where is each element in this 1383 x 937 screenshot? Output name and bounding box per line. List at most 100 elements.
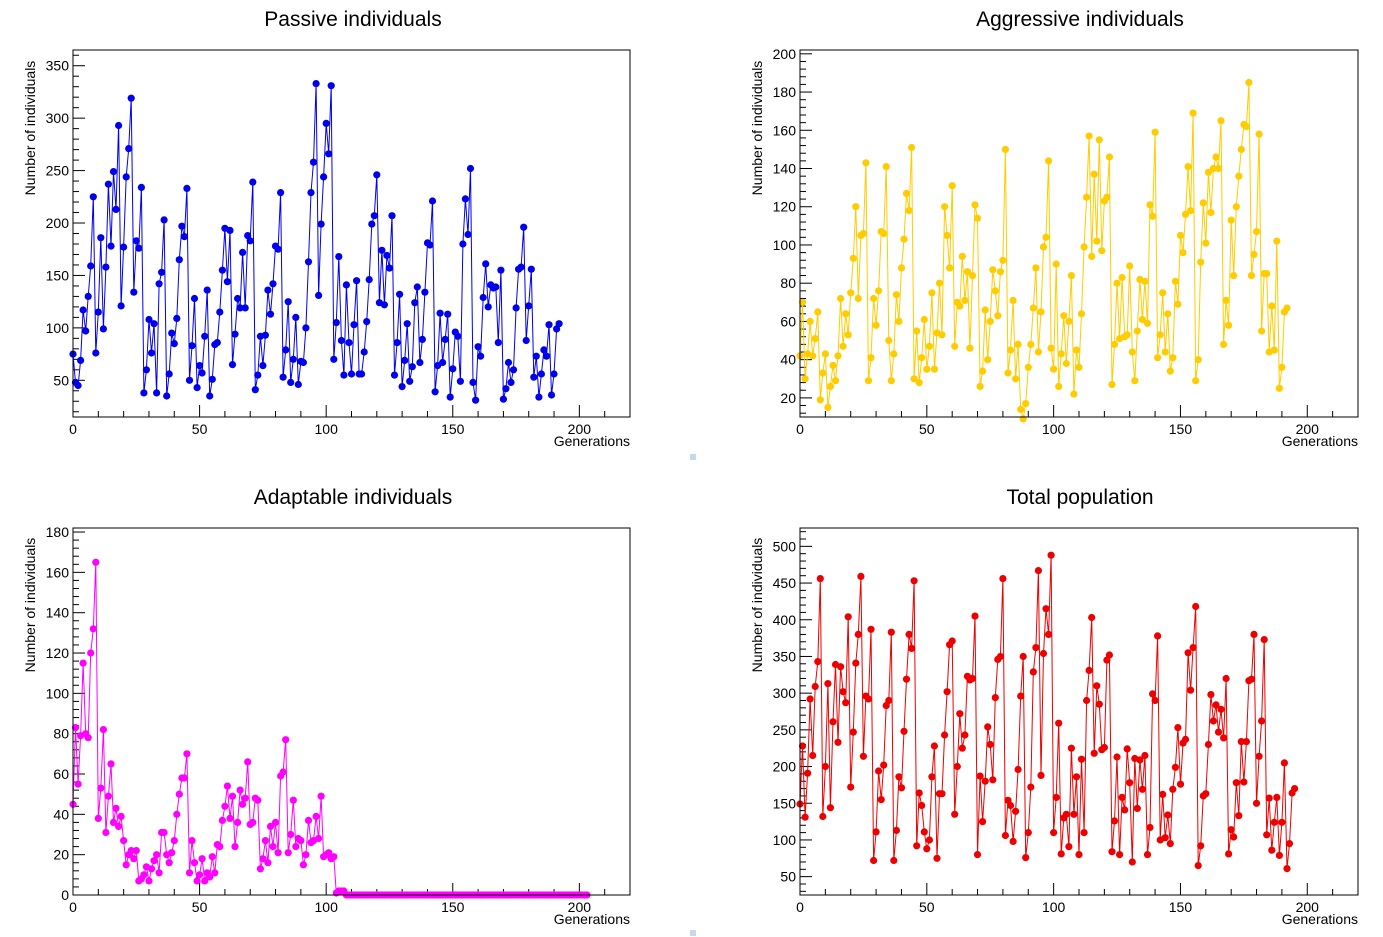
aggressive-data-point	[872, 321, 880, 329]
aggressive-data-point	[1090, 170, 1098, 178]
adaptable-data-point	[175, 790, 183, 798]
passive-data-point	[284, 298, 292, 306]
divider-marker-top	[690, 454, 696, 460]
total-data-point	[1047, 551, 1055, 559]
aggressive-data-point	[915, 379, 923, 387]
aggressive-data-point	[839, 342, 847, 350]
aggressive-data-point	[1169, 354, 1177, 362]
passive-data-point	[527, 265, 535, 273]
passive-data-point	[74, 381, 82, 390]
aggressive-data-point	[1110, 340, 1119, 348]
aggressive-data-point	[864, 377, 873, 385]
total-data-point	[1161, 834, 1169, 842]
total-xtick-label: 100	[1042, 899, 1066, 915]
aggressive-data-point	[870, 294, 878, 303]
passive-data-point	[358, 370, 366, 378]
passive-data-point	[522, 336, 530, 345]
adaptable-data-point	[198, 855, 206, 863]
aggressive-data-point	[920, 315, 928, 324]
passive-data-point	[218, 266, 226, 274]
total-data-point	[1202, 790, 1210, 798]
passive-data-point	[231, 330, 239, 338]
total-data-point	[1171, 763, 1179, 771]
adaptable-data-point	[208, 853, 216, 861]
passive-data-point	[380, 301, 388, 309]
passive-data-point	[439, 358, 447, 367]
passive-data-point	[142, 366, 150, 374]
total-chart-title: Total population	[1006, 486, 1153, 509]
aggressive-data-point	[943, 231, 951, 239]
adaptable-data-point	[201, 877, 209, 885]
passive-data-point	[474, 343, 482, 351]
total-data-point	[920, 828, 928, 836]
total-data-point	[1268, 846, 1276, 854]
aggressive-data-point	[938, 331, 946, 339]
adaptable-data-point	[304, 816, 313, 825]
total-data-point	[953, 762, 961, 771]
total-data-point	[1057, 850, 1065, 858]
total-data-point	[837, 663, 845, 671]
aggressive-data-point	[935, 279, 944, 287]
aggressive-data-point	[1128, 348, 1136, 356]
total-data-point	[1052, 793, 1060, 802]
adaptable-data-point	[193, 877, 201, 885]
aggressive-data-point	[1227, 216, 1235, 224]
adaptable-data-point	[109, 818, 118, 827]
aggressive-data-point	[1042, 233, 1050, 241]
total-data-point	[1017, 692, 1025, 700]
total-data-point	[989, 776, 997, 784]
adaptable-ytick-label: 100	[46, 685, 70, 701]
aggressive-data-point	[1242, 122, 1250, 131]
aggressive-data-point	[1278, 363, 1286, 371]
aggressive-data-point	[968, 272, 977, 280]
total-data-point	[984, 723, 992, 731]
total-data-point	[938, 790, 946, 798]
adaptable-data-point	[130, 855, 138, 863]
passive-data-point	[246, 237, 254, 245]
total-data-point	[1034, 567, 1042, 575]
total-data-point	[1123, 745, 1131, 753]
aggressive-data-point	[806, 317, 814, 325]
aggressive-data-point	[1039, 243, 1048, 251]
adaptable-data-point	[297, 837, 305, 845]
total-ytick-label: 150	[773, 795, 797, 811]
passive-data-point	[282, 346, 290, 354]
passive-data-point	[213, 339, 221, 347]
aggressive-data-point	[928, 289, 936, 297]
aggressive-data-point	[1141, 277, 1149, 285]
aggressive-data-point	[913, 327, 921, 335]
aggressive-data-point	[819, 369, 827, 377]
total-data-point	[948, 637, 956, 645]
total-data-point	[1159, 790, 1167, 799]
aggressive-ytick-label: 20	[780, 390, 796, 406]
aggressive-series-line	[799, 82, 1288, 420]
total-data-point	[829, 718, 837, 726]
total-data-point	[801, 813, 809, 821]
adaptable-data-point	[315, 834, 323, 843]
passive-data-point	[431, 388, 439, 396]
passive-data-point	[494, 339, 502, 347]
total-ytick-label: 450	[773, 575, 797, 591]
adaptable-data-point	[183, 750, 191, 758]
total-data-point	[1055, 719, 1063, 727]
total-data-point	[821, 762, 830, 771]
passive-data-point	[325, 150, 333, 158]
adaptable-data-point	[74, 780, 82, 788]
passive-data-point	[104, 180, 112, 188]
passive-data-point	[504, 358, 513, 367]
total-data-point	[1067, 744, 1075, 752]
adaptable-xtick-label: 100	[315, 899, 339, 915]
adaptable-data-point	[120, 837, 128, 845]
aggressive-data-point	[1174, 300, 1182, 308]
passive-data-point	[335, 253, 343, 261]
total-data-point	[915, 789, 923, 797]
total-data-point	[1169, 785, 1177, 793]
adaptable-chart-frame	[72, 527, 631, 896]
passive-data-point	[537, 370, 546, 378]
passive-data-point	[112, 205, 120, 213]
passive-data-point	[82, 327, 90, 335]
passive-data-point	[492, 283, 500, 291]
adaptable-ytick-label: 80	[53, 726, 69, 742]
aggressive-data-point	[999, 256, 1007, 264]
